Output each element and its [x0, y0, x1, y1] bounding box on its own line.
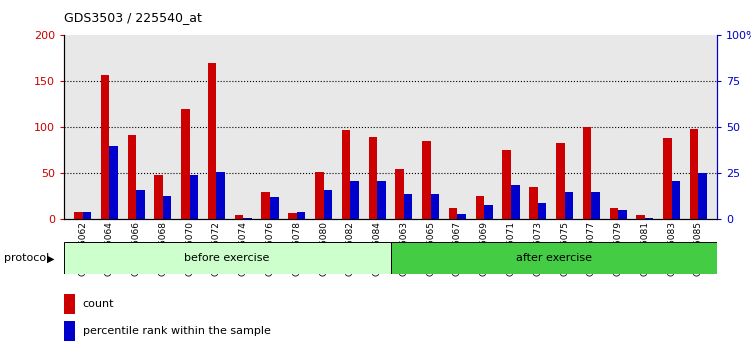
Bar — [457, 214, 466, 219]
Bar — [391, 242, 717, 274]
Bar — [64, 242, 391, 274]
Text: ▶: ▶ — [47, 253, 54, 263]
Bar — [671, 181, 680, 219]
Bar — [610, 209, 618, 219]
Bar — [163, 195, 171, 219]
Text: protocol: protocol — [4, 253, 49, 263]
Bar — [261, 192, 270, 219]
Bar — [208, 63, 216, 219]
Bar — [243, 218, 252, 219]
Bar — [74, 212, 83, 219]
Bar — [136, 190, 145, 219]
Text: GDS3503 / 225540_at: GDS3503 / 225540_at — [64, 11, 202, 24]
Text: count: count — [83, 299, 114, 309]
Bar — [556, 143, 565, 219]
Bar — [297, 212, 306, 219]
Bar — [377, 181, 386, 219]
Bar — [645, 218, 653, 219]
Bar — [618, 210, 626, 219]
Bar — [404, 194, 412, 219]
Bar — [565, 192, 573, 219]
Bar — [234, 215, 243, 219]
Bar — [270, 198, 279, 219]
Bar — [110, 146, 118, 219]
Bar — [342, 130, 351, 219]
Bar — [190, 175, 198, 219]
Bar — [64, 321, 75, 341]
Text: after exercise: after exercise — [516, 253, 592, 263]
Bar — [288, 213, 297, 219]
Bar — [502, 150, 511, 219]
Bar — [583, 127, 591, 219]
Bar — [511, 184, 520, 219]
Bar — [690, 129, 698, 219]
Bar — [216, 172, 225, 219]
Bar — [155, 175, 163, 219]
Bar — [449, 209, 457, 219]
Bar — [351, 181, 359, 219]
Bar — [663, 138, 671, 219]
Bar — [484, 205, 493, 219]
Bar — [636, 215, 645, 219]
Bar — [698, 173, 707, 219]
Bar — [475, 195, 484, 219]
Bar — [529, 187, 538, 219]
Bar — [538, 203, 547, 219]
Bar — [591, 192, 600, 219]
Bar — [181, 109, 190, 219]
Bar — [422, 141, 430, 219]
Bar — [128, 135, 136, 219]
Bar — [369, 137, 377, 219]
Bar — [430, 194, 439, 219]
Bar — [315, 172, 324, 219]
Bar — [101, 75, 110, 219]
Bar — [64, 294, 75, 314]
Text: before exercise: before exercise — [185, 253, 270, 263]
Bar — [83, 212, 91, 219]
Text: percentile rank within the sample: percentile rank within the sample — [83, 326, 270, 336]
Bar — [324, 190, 332, 219]
Bar — [395, 169, 404, 219]
